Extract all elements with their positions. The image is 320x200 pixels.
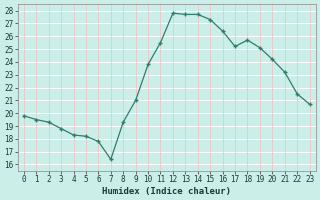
X-axis label: Humidex (Indice chaleur): Humidex (Indice chaleur)	[102, 187, 231, 196]
